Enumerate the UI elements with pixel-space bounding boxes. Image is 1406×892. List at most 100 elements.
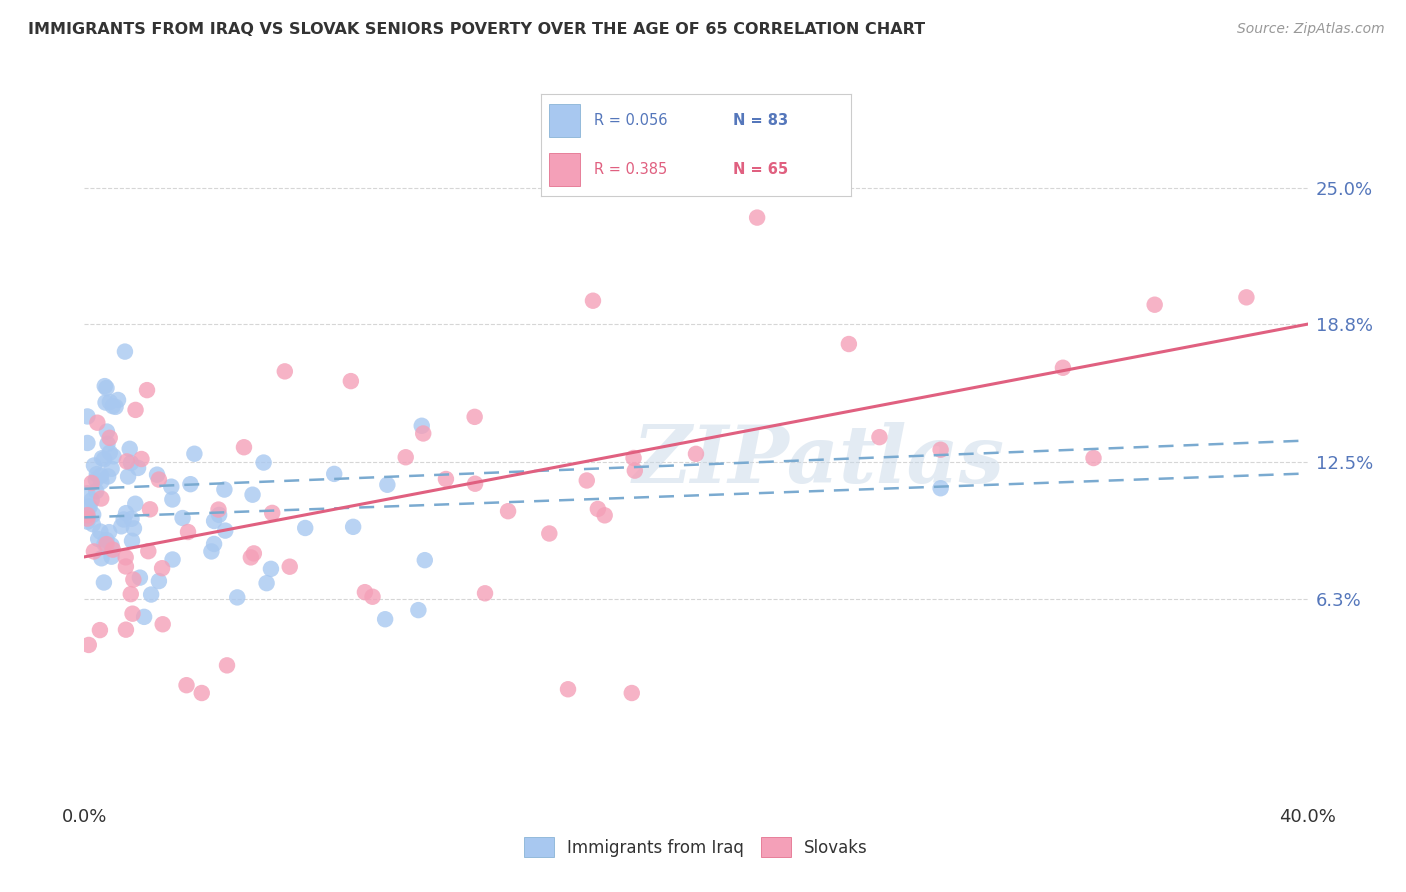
Point: [122, 573, 145, 587]
Point: [124, 403, 146, 417]
Point: [260, 562, 283, 576]
Point: [162, 492, 184, 507]
Point: [107, 392, 129, 407]
Point: [90, 551, 112, 566]
Point: [118, 442, 141, 456]
Point: [115, 623, 138, 637]
Point: [86, 416, 108, 430]
Text: R = 0.056: R = 0.056: [593, 112, 668, 128]
Point: [496, 504, 519, 518]
Point: [869, 430, 891, 444]
Point: [76, 436, 98, 450]
Point: [620, 686, 643, 700]
Point: [77, 638, 100, 652]
Point: [1236, 290, 1258, 304]
Point: [122, 521, 145, 535]
Point: [278, 559, 301, 574]
Point: [323, 467, 346, 481]
Point: [929, 442, 952, 457]
Point: [98, 525, 121, 540]
Point: [183, 447, 205, 461]
Point: [112, 512, 135, 526]
Point: [96, 381, 118, 395]
Point: [87, 532, 110, 546]
Point: [354, 585, 377, 599]
Point: [464, 476, 486, 491]
Point: [101, 399, 124, 413]
Point: [593, 508, 616, 523]
Point: [172, 511, 194, 525]
Point: [557, 682, 579, 697]
Point: [395, 450, 418, 465]
Point: [115, 454, 138, 468]
Point: [1052, 360, 1074, 375]
FancyBboxPatch shape: [548, 104, 581, 136]
Point: [624, 464, 647, 478]
Point: [82, 517, 104, 532]
Point: [361, 590, 384, 604]
Text: IMMIGRANTS FROM IRAQ VS SLOVAK SENIORS POVERTY OVER THE AGE OF 65 CORRELATION CH: IMMIGRANTS FROM IRAQ VS SLOVAK SENIORS P…: [28, 22, 925, 37]
Point: [202, 514, 225, 528]
Point: [148, 574, 170, 588]
Point: [76, 508, 98, 523]
Point: [84, 484, 107, 499]
Point: [79, 500, 101, 514]
Point: [377, 477, 399, 491]
Point: [89, 524, 111, 539]
Point: [93, 575, 115, 590]
Point: [747, 211, 769, 225]
Point: [80, 475, 103, 490]
Point: [434, 472, 457, 486]
Point: [586, 502, 609, 516]
Point: [83, 544, 105, 558]
Point: [121, 512, 143, 526]
Point: [100, 549, 122, 564]
Point: [103, 450, 125, 464]
Point: [124, 497, 146, 511]
Point: [340, 374, 363, 388]
Point: [120, 587, 142, 601]
Point: [262, 506, 284, 520]
Point: [582, 293, 605, 308]
Point: [146, 467, 169, 482]
Point: [226, 591, 249, 605]
Point: [190, 686, 212, 700]
Text: N = 83: N = 83: [733, 112, 789, 128]
Point: [91, 451, 114, 466]
Point: [177, 524, 200, 539]
Point: [129, 571, 152, 585]
Point: [294, 521, 316, 535]
Point: [150, 561, 173, 575]
Point: [538, 526, 561, 541]
Point: [96, 437, 118, 451]
Point: [242, 488, 264, 502]
Point: [76, 409, 98, 424]
Point: [685, 447, 707, 461]
Point: [411, 418, 433, 433]
Point: [214, 524, 236, 538]
Point: [89, 623, 111, 637]
FancyBboxPatch shape: [548, 153, 581, 186]
Point: [413, 553, 436, 567]
Point: [474, 586, 496, 600]
Point: [136, 383, 159, 397]
Point: [86, 467, 108, 482]
Point: [93, 537, 115, 551]
Text: N = 65: N = 65: [733, 162, 789, 178]
Point: [90, 491, 112, 506]
Point: [929, 481, 952, 495]
Point: [136, 544, 159, 558]
Point: [76, 515, 98, 529]
Point: [100, 538, 122, 552]
Point: [94, 395, 117, 409]
Point: [96, 425, 118, 439]
Point: [152, 617, 174, 632]
Point: [274, 364, 297, 378]
Point: [93, 452, 115, 467]
Point: [76, 508, 98, 522]
Point: [121, 533, 143, 548]
Point: [176, 678, 198, 692]
Point: [179, 477, 201, 491]
Point: [115, 506, 138, 520]
Point: [162, 552, 184, 566]
